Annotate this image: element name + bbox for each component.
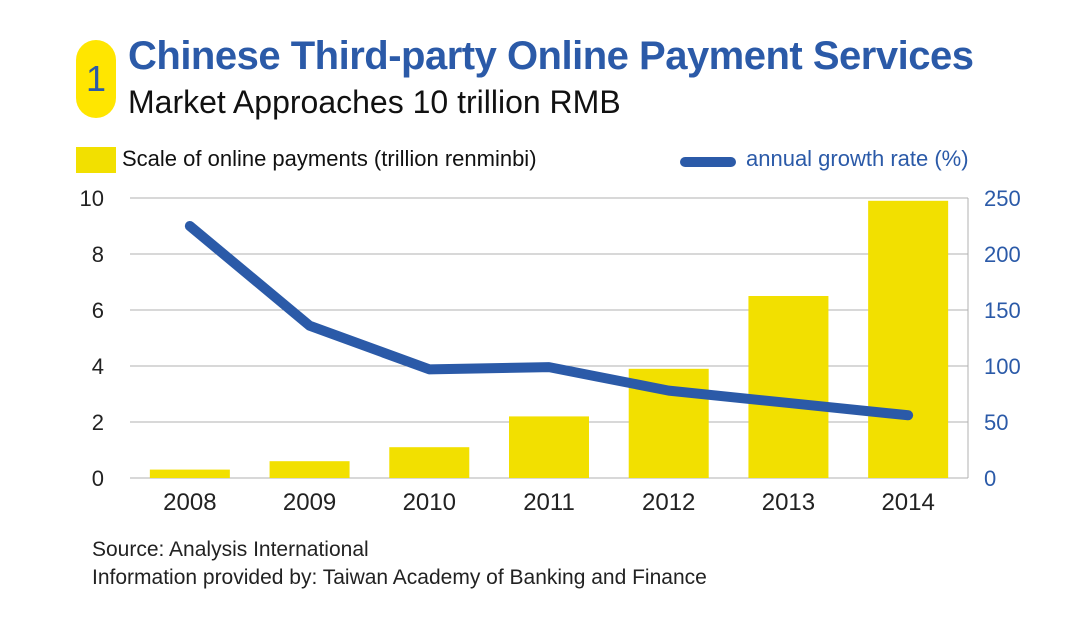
growth-rate-point (665, 387, 672, 394)
x-tick-label: 2013 (762, 489, 815, 516)
bar (509, 416, 589, 478)
bar (868, 200, 949, 479)
growth-rate-point (306, 322, 313, 329)
legend-bar-label: Scale of online payments (trillion renmi… (122, 146, 537, 171)
x-tick-label: 2010 (403, 489, 456, 516)
y-left-tick-label: 8 (92, 242, 104, 267)
growth-rate-point (785, 399, 792, 406)
y-left-tick-label: 6 (92, 298, 104, 323)
y-right-tick-label: 200 (984, 242, 1021, 267)
x-tick-label: 2008 (163, 489, 216, 516)
growth-rate-point (426, 366, 433, 373)
chart-title: Chinese Third-party Online Payment Servi… (128, 34, 974, 78)
y-left-tick-label: 0 (92, 466, 104, 491)
legend-line-label: annual growth rate (%) (746, 146, 969, 171)
provider-text: Information provided by: Taiwan Academy … (92, 566, 707, 589)
section-number-badge: 1 (76, 40, 116, 118)
source-note: Source: Analysis International Informati… (92, 536, 707, 592)
x-tick-label: 2011 (523, 489, 575, 516)
x-tick-label: 2014 (881, 489, 934, 516)
y-left-tick-label: 10 (80, 186, 104, 211)
source-text: Source: Analysis International (92, 538, 369, 561)
bar (389, 447, 470, 478)
bar (269, 461, 350, 478)
x-tick-label: 2012 (642, 489, 695, 516)
x-tick-label: 2009 (283, 489, 336, 516)
legend-bar-swatch (76, 147, 116, 173)
bar (748, 296, 829, 478)
growth-rate-point (905, 412, 912, 419)
badge-number: 1 (85, 58, 107, 99)
y-left-tick-label: 4 (92, 354, 104, 379)
growth-rate-point (186, 223, 193, 229)
y-right-tick-label: 100 (984, 354, 1021, 379)
growth-rate-point (546, 364, 552, 371)
chart-subtitle: Market Approaches 10 trillion RMB (128, 84, 621, 120)
legend-line-swatch (680, 157, 736, 167)
y-right-tick-label: 0 (984, 466, 996, 491)
y-right-tick-label: 50 (984, 410, 1008, 435)
y-left-tick-label: 2 (92, 410, 104, 435)
bar (149, 469, 230, 478)
y-right-tick-label: 150 (984, 298, 1021, 323)
y-right-tick-label: 250 (984, 186, 1021, 211)
